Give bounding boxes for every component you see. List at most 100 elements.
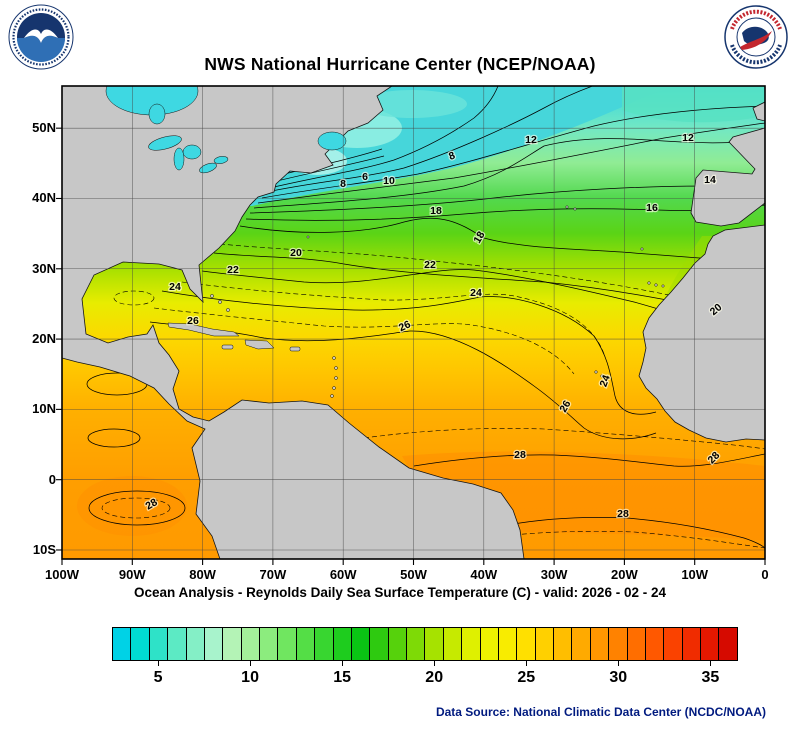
colorbar: [112, 627, 738, 661]
jamaica-island: [221, 344, 234, 350]
bahamas-island: [226, 308, 230, 312]
canary-island: [654, 283, 658, 287]
contour-label: 24: [598, 373, 613, 388]
azores-island: [565, 205, 569, 209]
cape-verde-island: [600, 374, 604, 378]
lat-tick-label: 10S: [32, 541, 56, 557]
colorbar-cell: [113, 628, 132, 660]
colorbar-cell: [517, 628, 536, 660]
colorbar-tick-label: 5: [153, 669, 163, 686]
colorbar-cell: [682, 628, 701, 660]
contour-label: 22: [424, 259, 436, 271]
antilles-island: [334, 376, 338, 380]
colorbar-cell: [443, 628, 463, 660]
colorbar-cell: [333, 628, 352, 660]
colorbar-cell: [462, 628, 481, 660]
noaa-sea: [17, 35, 65, 62]
antilles-island: [332, 386, 336, 390]
lake-superior: [148, 135, 182, 151]
lake-erie: [199, 162, 217, 174]
colorbar-cell: [149, 628, 169, 660]
nws-swoosh-icon: [740, 31, 772, 50]
colorbar-tick-label: 25: [517, 669, 536, 686]
lon-tick-label: 90W: [118, 567, 146, 582]
cold-patch: [357, 90, 467, 118]
colorbar-tick: [341, 661, 343, 666]
cuba-island: [167, 322, 240, 337]
colorbar-cell: [627, 628, 646, 660]
nws-ring-text-bottom: [730, 44, 782, 65]
lake-ontario: [213, 156, 229, 164]
lon-tick-label: 0: [761, 567, 769, 582]
lat-tick-label: 20N: [32, 331, 56, 347]
colorbar-cell: [498, 628, 518, 660]
cool-ne-region: [622, 86, 765, 123]
lon-tick-label: 30W: [540, 567, 568, 582]
contour-label: 28: [514, 449, 526, 461]
bermuda-island: [306, 235, 310, 239]
lat-tick-label: 0: [48, 471, 56, 487]
colorbar-cell: [168, 628, 187, 660]
colorbar-tick: [525, 661, 527, 666]
axis-ticks: [56, 127, 766, 565]
contour-label: 14: [704, 174, 716, 186]
colorbar-tick-label: 10: [241, 669, 259, 686]
bahamas-island: [210, 294, 214, 298]
canary-island: [647, 281, 651, 285]
map-frame: [61, 85, 766, 560]
colorbar-cell: [407, 628, 426, 660]
cape-verde-island: [594, 370, 598, 374]
lat-tick-label: 40N: [32, 190, 56, 206]
lon-tick-label: 50W: [400, 567, 427, 582]
lon-tick-label: 100W: [45, 567, 79, 582]
lon-tick-label: 80W: [189, 567, 216, 582]
antilles-island: [334, 366, 338, 370]
americas-landmass: [62, 86, 525, 559]
colorbar-cell: [480, 628, 499, 660]
lon-tick-label: 70W: [259, 567, 287, 582]
africa-landmass: [638, 224, 765, 443]
puerto-rico-island: [289, 346, 301, 352]
inland-water: [105, 86, 347, 174]
lake-huron: [182, 144, 202, 160]
colorbar-cell: [664, 628, 683, 660]
noaa-logo: [8, 4, 74, 70]
lat-tick-label: 30N: [32, 260, 56, 276]
colorbar-cell: [425, 628, 444, 660]
colorbar-tick-label: 35: [701, 669, 720, 686]
europe-landmass: [690, 127, 765, 227]
map-caption: Ocean Analysis - Reynolds Daily Sea Surf…: [134, 585, 666, 600]
contour-label: 12: [525, 134, 537, 146]
lat-tick-label: 50N: [32, 120, 56, 136]
colorbar-tick: [433, 661, 435, 666]
colorbar-tick-label: 15: [333, 669, 352, 686]
contour-label: 10: [383, 175, 395, 187]
nws-logo: [724, 5, 788, 69]
contour-label: 8: [340, 178, 346, 190]
james-bay: [148, 103, 166, 125]
contour-label: 20: [290, 247, 302, 259]
data-source-note: Data Source: National Climatic Data Cent…: [435, 705, 766, 719]
azores-island: [573, 207, 577, 211]
madeira-island: [640, 247, 644, 251]
noaa-ring-text: [12, 8, 70, 66]
colorbar-cell: [351, 628, 371, 660]
antilles-island: [330, 394, 334, 398]
contour-label: 28: [617, 508, 629, 520]
lat-tick-label: 10N: [32, 401, 56, 417]
bahamas-island: [218, 300, 222, 304]
colorbar-cell: [278, 628, 297, 660]
colorbar-cell: [370, 628, 389, 660]
colorbar-cell: [572, 628, 591, 660]
contour-label: 6: [362, 171, 368, 183]
colorbar-cell: [535, 628, 554, 660]
page-title: NWS National Hurricane Center (NCEP/NOAA…: [204, 54, 596, 74]
colorbar-cell: [241, 628, 260, 660]
colorbar-cell: [590, 628, 610, 660]
warm-pool: [77, 476, 187, 536]
colorbar-cell: [260, 628, 279, 660]
